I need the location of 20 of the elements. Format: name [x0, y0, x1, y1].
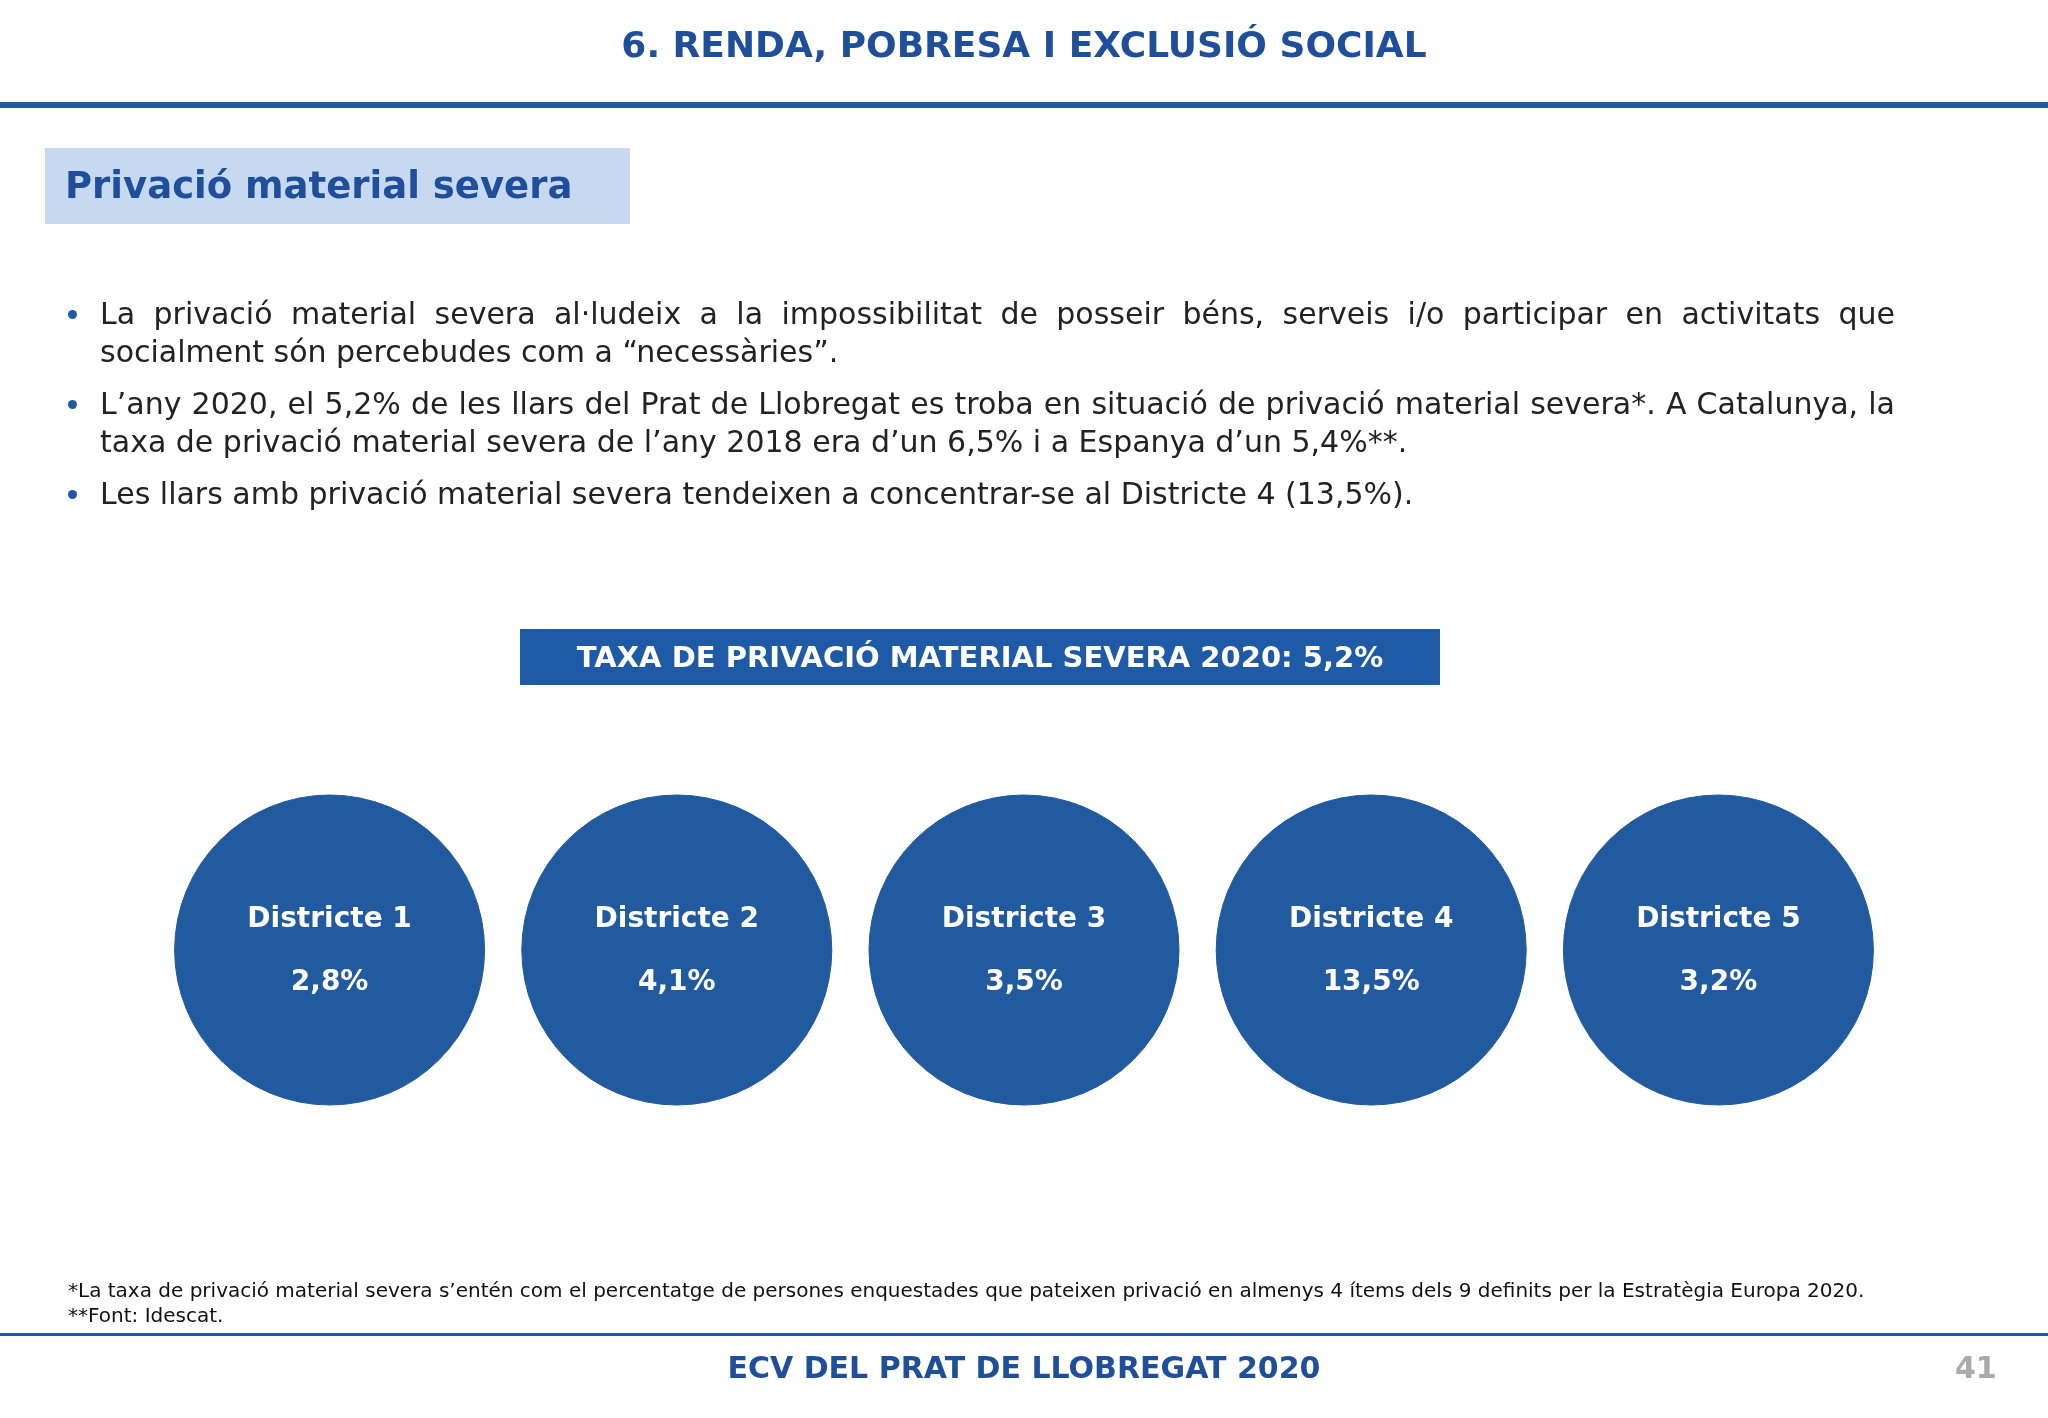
category-label: Districte 3: [941, 901, 1107, 935]
text: La privació material severa al·ludeix a la impossibilitat de posseir béns, serveis i/o participar en activitats que socialment són percebudes com a “necessàries”.: [99, 295, 1895, 371]
text: Les llars amb privació material severa tendeixen a concentrar-se al Districte 4 (13,5%).: [99, 475, 1415, 513]
category-label: Districte 1: [247, 901, 412, 935]
text: Privació material severa: [45, 148, 630, 224]
category-label: Districte 2: [594, 901, 760, 935]
text: L’any 2020, el 5,2% de les llars del Prat de Llobregat es troba en situació de privació material severa*. A Catalunya, la taxa de privació material severa de l’any 2018 era d’un 6,5% i a Espanya d’un 5,4%**.: [99, 385, 1895, 461]
category-label: Districte 5: [1636, 901, 1801, 935]
category-label: Districte 4: [1288, 901, 1454, 935]
data-label: 3,2%: [1679, 964, 1758, 998]
text: TAXA DE PRIVACIÓ MATERIAL SEVERA 2020: 5,2%: [520, 629, 1440, 685]
data-label: 3,5%: [985, 964, 1063, 998]
data-label: 13,5%: [1322, 964, 1420, 998]
text: **Font: Idescat.: [68, 1303, 224, 1327]
text: 6. RENDA, POBRESA I EXCLUSIÓ SOCIAL: [620, 24, 1428, 65]
text: ECV DEL PRAT DE LLOBREGAT 2020: [727, 1350, 1321, 1385]
data-label: 4,1%: [637, 964, 716, 998]
text: *La taxa de privació material severa s’entén com el percentatge de persones enquestades que pateixen privació en almenys 4 ítems dels 9 definits per la Estratègia Europa 2020.: [68, 1278, 1865, 1302]
data-label: 2,8%: [290, 964, 369, 998]
text: 41: [1955, 1350, 1997, 1385]
